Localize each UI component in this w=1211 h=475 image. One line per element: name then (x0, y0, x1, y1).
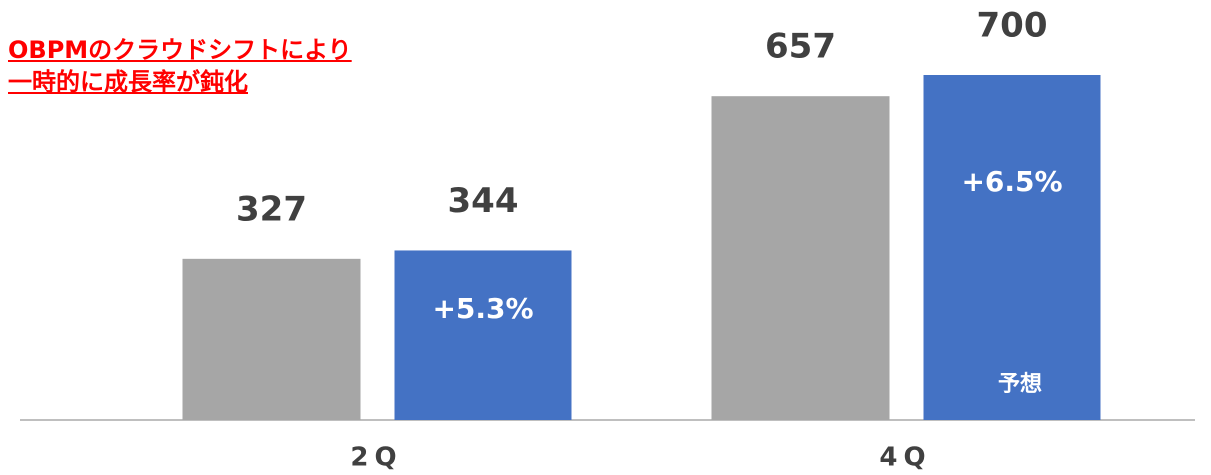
value-label: 700 (977, 6, 1048, 46)
value-label: 344 (448, 181, 519, 221)
value-label: 657 (765, 27, 836, 67)
annotation: 予想 (998, 372, 1042, 397)
annotation: +5.3% (432, 292, 533, 325)
annotation: +6.5% (961, 165, 1062, 198)
title-line: 一時的に成長率が鈍化 (8, 68, 248, 96)
x-tick-label: 2Q (350, 443, 402, 473)
x-tick-label: 4Q (879, 443, 931, 473)
bar (923, 75, 1101, 420)
title-line: OBPMのクラウドシフトにより (8, 36, 352, 64)
bar (394, 250, 572, 420)
bar (711, 96, 890, 420)
bar (182, 258, 361, 420)
value-label: 327 (236, 189, 307, 229)
